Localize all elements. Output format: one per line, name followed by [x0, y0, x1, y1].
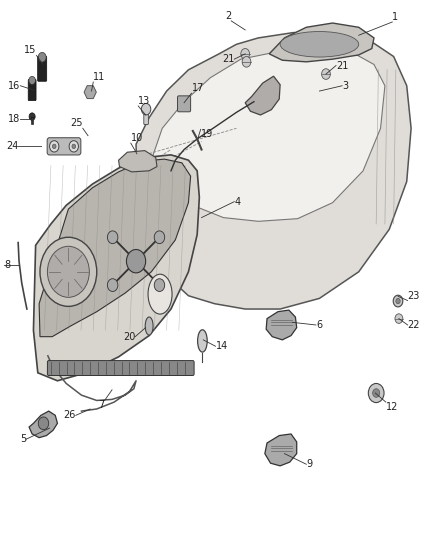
- Text: 3: 3: [342, 81, 348, 91]
- Circle shape: [29, 76, 35, 84]
- Circle shape: [107, 279, 118, 292]
- Text: 11: 11: [93, 72, 106, 82]
- FancyBboxPatch shape: [47, 138, 81, 155]
- Circle shape: [393, 295, 403, 307]
- Circle shape: [49, 141, 59, 152]
- Circle shape: [154, 279, 165, 292]
- Text: 9: 9: [306, 459, 312, 469]
- Circle shape: [38, 52, 46, 62]
- Polygon shape: [245, 76, 280, 115]
- Circle shape: [38, 417, 49, 430]
- Circle shape: [154, 231, 165, 244]
- Text: 10: 10: [131, 133, 143, 143]
- Circle shape: [373, 389, 380, 397]
- Text: 8: 8: [4, 261, 11, 270]
- Circle shape: [72, 144, 76, 149]
- Polygon shape: [29, 411, 57, 438]
- Text: 20: 20: [123, 332, 135, 342]
- Text: 17: 17: [191, 83, 204, 93]
- Text: 14: 14: [215, 341, 228, 351]
- Circle shape: [395, 314, 403, 324]
- Circle shape: [368, 383, 384, 402]
- Text: 7: 7: [99, 400, 105, 410]
- Text: 5: 5: [20, 434, 26, 445]
- FancyBboxPatch shape: [47, 361, 194, 375]
- Ellipse shape: [198, 330, 207, 352]
- FancyBboxPatch shape: [144, 108, 148, 125]
- Text: 6: 6: [316, 320, 322, 330]
- Text: 21: 21: [222, 54, 234, 64]
- Circle shape: [321, 69, 330, 79]
- FancyBboxPatch shape: [177, 96, 191, 112]
- Text: 22: 22: [408, 320, 420, 330]
- Circle shape: [53, 144, 56, 149]
- Ellipse shape: [280, 31, 359, 57]
- Circle shape: [242, 56, 251, 67]
- Polygon shape: [84, 86, 96, 99]
- Text: 19: 19: [201, 130, 213, 139]
- FancyBboxPatch shape: [28, 79, 36, 101]
- Circle shape: [107, 231, 118, 244]
- Circle shape: [29, 113, 35, 120]
- Polygon shape: [266, 310, 297, 340]
- Polygon shape: [33, 155, 199, 381]
- Polygon shape: [265, 434, 297, 466]
- Circle shape: [69, 141, 78, 152]
- Ellipse shape: [145, 317, 153, 335]
- Circle shape: [127, 249, 146, 273]
- FancyBboxPatch shape: [38, 56, 47, 82]
- Circle shape: [47, 246, 89, 297]
- Circle shape: [40, 237, 97, 306]
- Text: 12: 12: [386, 402, 398, 412]
- Text: 13: 13: [138, 96, 151, 106]
- Text: 18: 18: [8, 114, 20, 124]
- Text: 4: 4: [234, 197, 240, 207]
- Text: 24: 24: [6, 141, 18, 151]
- FancyBboxPatch shape: [31, 117, 33, 124]
- Text: 23: 23: [408, 290, 420, 301]
- Polygon shape: [39, 159, 191, 337]
- Text: 25: 25: [70, 118, 83, 128]
- Text: 2: 2: [225, 11, 231, 21]
- Circle shape: [396, 298, 400, 304]
- Text: 15: 15: [24, 45, 36, 55]
- Circle shape: [241, 49, 250, 59]
- Text: 16: 16: [8, 81, 20, 91]
- Polygon shape: [119, 151, 157, 172]
- Text: 1: 1: [392, 12, 399, 22]
- Circle shape: [141, 103, 151, 115]
- Ellipse shape: [148, 274, 172, 314]
- Polygon shape: [269, 23, 374, 62]
- Text: 21: 21: [336, 61, 348, 70]
- Polygon shape: [136, 33, 411, 309]
- Polygon shape: [151, 47, 385, 221]
- Text: 26: 26: [64, 410, 76, 421]
